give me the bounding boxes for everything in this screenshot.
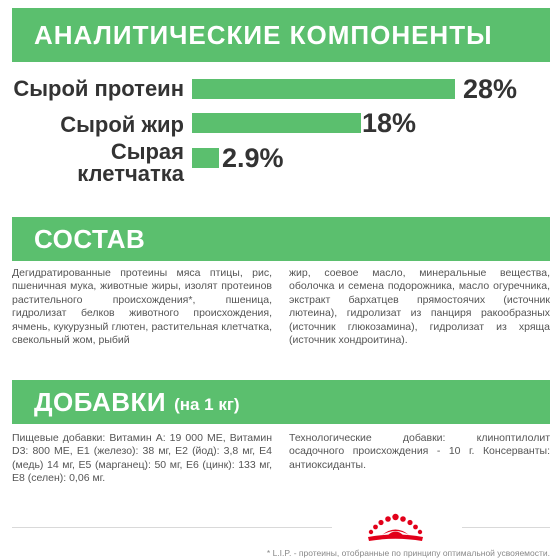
royal-canin-crown-icon xyxy=(368,513,423,541)
additives-banner: ДОБАВКИ (на 1 кг) xyxy=(12,380,550,424)
analytics-banner: АНАЛИТИЧЕСКИЕ КОМПОНЕНТЫ xyxy=(12,8,550,62)
additives-title: ДОБАВКИ xyxy=(34,386,167,417)
composition-text-col1: Дегидратированные протеины мяса птицы, р… xyxy=(12,267,272,347)
protein-label: Сырой протеин xyxy=(13,76,184,101)
composition-banner: СОСТАВ xyxy=(12,217,550,261)
footnote: * L.I.P. - протеины, отобранные по принц… xyxy=(266,548,550,558)
analytics-title: АНАЛИТИЧЕСКИЕ КОМПОНЕНТЫ xyxy=(34,19,493,50)
additives-subtitle: (на 1 кг) xyxy=(174,395,240,414)
composition-title: СОСТАВ xyxy=(34,223,146,254)
fat-bar xyxy=(192,113,362,133)
additives-text-col1: Пищевые добавки: Витамин А: 19 000 МЕ, В… xyxy=(12,432,272,485)
fat-label: Сырой жир xyxy=(60,112,184,137)
fat-value: 18% xyxy=(362,108,417,138)
composition-text-col2: жир, соевое масло, минеральные вещества,… xyxy=(289,267,550,347)
protein-bar xyxy=(192,79,455,99)
additives-text-col2: Технологические добавки: клиноптилолит о… xyxy=(289,432,550,471)
divider-left xyxy=(12,527,332,528)
protein-value: 28% xyxy=(463,74,518,104)
fiber-value: 2.9% xyxy=(222,143,284,173)
fiber-label: Сырая клетчатка xyxy=(77,139,184,186)
fiber-bar xyxy=(192,148,220,168)
divider-right xyxy=(462,527,550,528)
